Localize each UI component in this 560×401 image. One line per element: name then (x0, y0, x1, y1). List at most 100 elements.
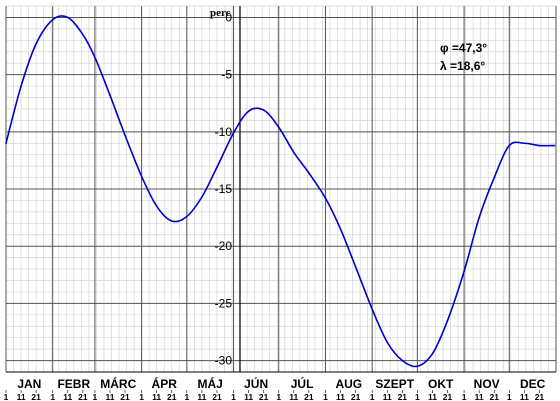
data-point (247, 110, 250, 113)
day-tick-label: 21 (535, 392, 545, 401)
data-point (140, 175, 143, 178)
data-point (186, 215, 188, 218)
month-label: AUG (335, 377, 362, 391)
day-tick-label: 11 (383, 392, 392, 401)
data-point (20, 85, 22, 87)
month-label: ÁPR (152, 376, 178, 391)
month-label: OKT (428, 377, 454, 391)
data-point (416, 365, 419, 368)
month-label: SZEPT (375, 377, 414, 391)
day-tick-label: 11 (336, 392, 345, 401)
day-tick-label: 1 (93, 392, 98, 401)
month-label: MÁRC (100, 376, 136, 391)
data-point (463, 270, 465, 273)
data-point (308, 172, 310, 174)
data-point (232, 132, 235, 134)
day-tick-label: 1 (323, 392, 328, 401)
day-tick-label: 11 (17, 392, 26, 401)
y-tick-label: -30 (215, 354, 233, 368)
data-point (293, 151, 295, 154)
data-point (354, 265, 357, 268)
data-point (201, 196, 203, 198)
day-tick-label: 1 (50, 392, 55, 401)
data-points (5, 16, 556, 368)
y-tick-labels: 0 -5 -10 -15 -20 -25 -30 (215, 10, 233, 367)
data-point (277, 126, 280, 129)
y-tick-label: -15 (215, 182, 233, 196)
data-point (401, 359, 404, 362)
latitude-annotation: φ =47,3° (440, 41, 487, 55)
y-tick-label: -5 (221, 68, 232, 82)
day-tick-label: 21 (351, 392, 361, 401)
day-tick-label: 11 (152, 392, 161, 401)
day-tick-label: 1 (184, 392, 189, 401)
day-tick-label: 21 (489, 392, 499, 401)
month-labels: JAN FEBR MÁRC ÁPR MÁJ JÚN JÚL AUG SZEPT OKT NOV DEC (17, 376, 545, 391)
day-tick-labels: 1 11 21 1 11 21 1 11 21 1 11 21 1 11 21 1 11 21 1 11 21 1 11 21… (4, 390, 545, 401)
y-tick-label: -10 (215, 125, 233, 139)
data-point (5, 142, 7, 145)
day-tick-label: 11 (197, 392, 206, 401)
day-tick-label: 1 (139, 392, 144, 401)
day-tick-label: 1 (276, 392, 281, 401)
data-point (51, 18, 54, 21)
data-point (155, 205, 158, 207)
day-tick-label: 1 (415, 392, 420, 401)
day-tick-label: 21 (120, 392, 130, 401)
day-tick-label: 21 (443, 392, 453, 401)
data-point (538, 144, 541, 147)
month-label: DEC (520, 377, 546, 391)
y-tick-label: 0 (225, 10, 232, 24)
day-tick-label: 1 (507, 392, 512, 401)
day-tick-label: 21 (259, 392, 269, 401)
month-label: JAN (17, 377, 41, 391)
day-tick-label: 21 (304, 392, 314, 401)
longitude-annotation: λ =18,6° (440, 59, 485, 73)
data-point (371, 308, 373, 310)
day-tick-label: 11 (105, 392, 114, 401)
y-tick-label: -25 (215, 296, 233, 310)
month-label: NOV (474, 377, 500, 391)
day-tick-label: 21 (167, 392, 177, 401)
day-tick-label: 1 (231, 392, 236, 401)
day-tick-label: 21 (212, 392, 222, 401)
day-tick-label: 11 (63, 392, 72, 401)
data-point (262, 109, 265, 111)
data-point (508, 144, 511, 147)
data-point (170, 220, 173, 222)
data-point (35, 42, 37, 45)
data-point (94, 56, 96, 59)
day-tick-label: 11 (520, 392, 529, 401)
day-tick-label: 21 (398, 392, 408, 401)
day-tick-label: 1 (370, 392, 375, 401)
data-point (124, 134, 126, 137)
data-point (553, 144, 556, 147)
month-label: JÚN (244, 376, 268, 391)
data-point (386, 341, 389, 344)
month-label: MÁJ (198, 376, 223, 391)
data-point (431, 352, 434, 355)
day-tick-label: 1 (4, 392, 9, 401)
data-point (324, 197, 327, 199)
day-tick-label: 11 (475, 392, 484, 401)
data-point (339, 228, 342, 230)
y-axis-label: perc (210, 7, 231, 19)
day-tick-label: 21 (31, 392, 41, 401)
day-tick-label: 1 (462, 392, 467, 401)
y-tick-label: -20 (215, 239, 233, 253)
data-point (109, 94, 111, 97)
day-tick-label: 11 (428, 392, 437, 401)
data-point (478, 216, 480, 219)
day-tick-label: 11 (289, 392, 298, 401)
data-point (82, 33, 84, 36)
day-tick-label: 11 (244, 392, 253, 401)
data-point (66, 16, 69, 19)
month-label: JÚL (291, 376, 314, 391)
data-point (446, 319, 449, 322)
month-label: FEBR (57, 377, 90, 391)
data-point (523, 142, 526, 145)
data-point (493, 176, 496, 179)
data-point (216, 166, 218, 169)
day-tick-label: 21 (78, 392, 88, 401)
